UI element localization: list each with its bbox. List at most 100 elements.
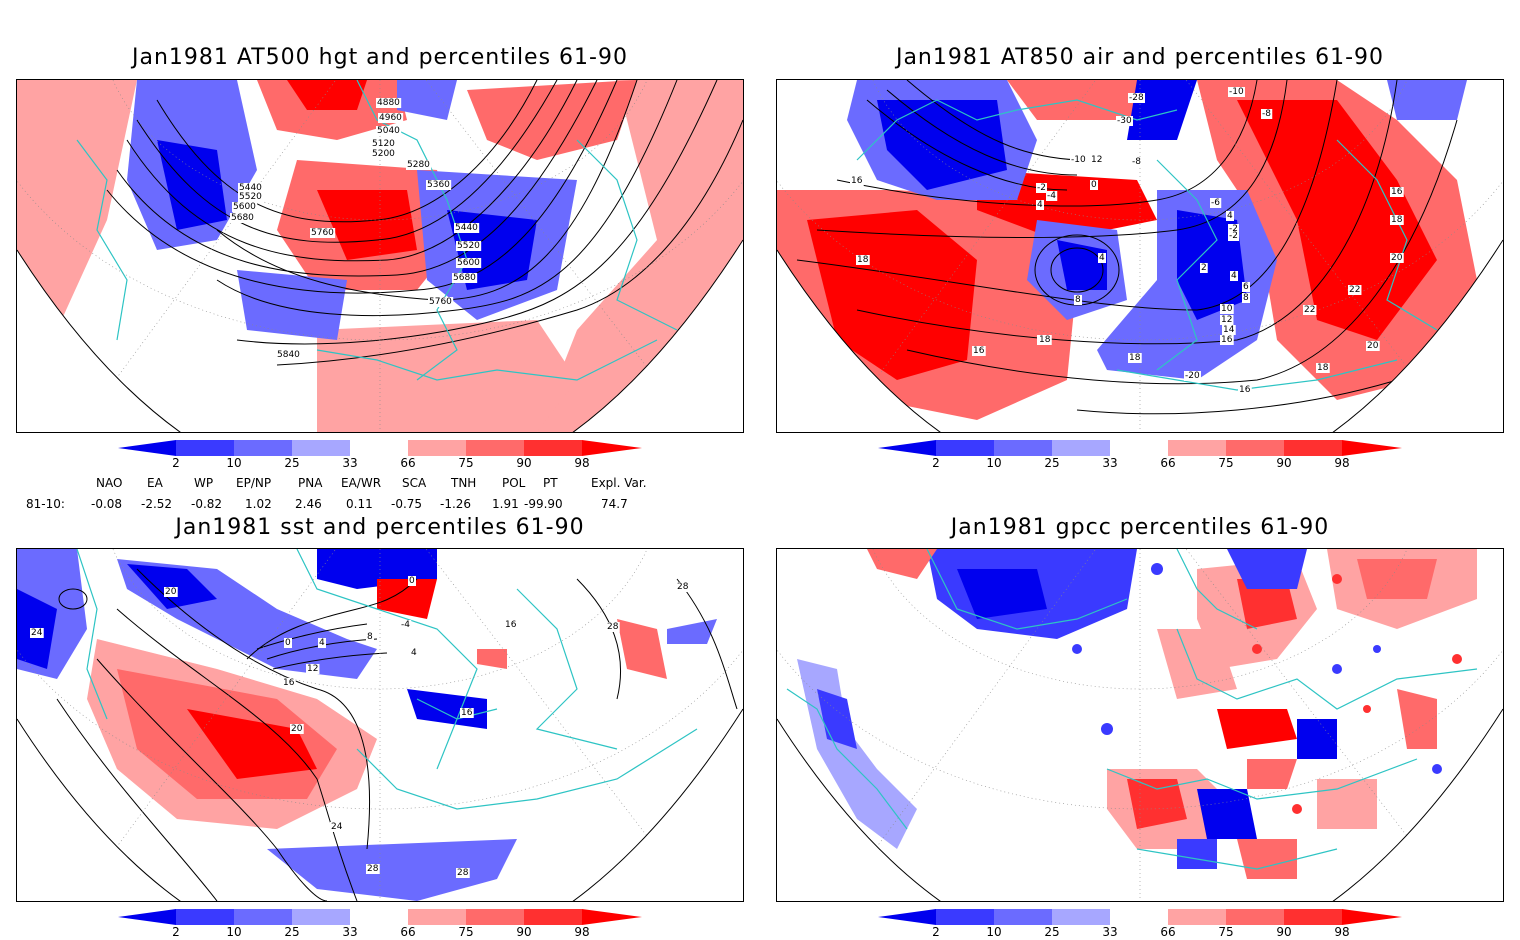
colorbar-label: 25: [284, 456, 300, 470]
contour-label: 14: [1223, 325, 1235, 335]
contour-label: 12: [1221, 315, 1232, 325]
contour-label: -10: [1229, 87, 1244, 97]
colorbar-top-left: 2 10 25 33 66 75 90 98: [118, 440, 642, 476]
contour-label: 28: [607, 622, 619, 632]
contour-label: 16: [1239, 385, 1251, 395]
contour-label: 28: [367, 864, 379, 874]
contour-label: 16: [851, 176, 863, 186]
contour-label: 4: [411, 648, 417, 658]
contour-label: 12: [307, 664, 318, 674]
map-panel-air850: -28 -30 -10 -8 -10 12 -8 0 -2 4 -6 -2 4 …: [776, 79, 1504, 433]
index-value-pt: -99.90: [524, 497, 563, 511]
contour-label: 28: [677, 582, 689, 592]
index-value-ea: -2.52: [141, 497, 173, 511]
colorbar-label: 66: [1160, 925, 1176, 939]
index-value-nao: -0.08: [91, 497, 123, 511]
contour-label: 4960: [379, 113, 402, 123]
contour-label: 5280: [407, 160, 430, 170]
contour-label: 24: [31, 628, 43, 638]
contour-label: 8: [367, 632, 373, 642]
colorbar-label: 2: [172, 456, 180, 470]
colorbar-label: 75: [1218, 925, 1234, 939]
contour-label: -8: [1262, 109, 1271, 119]
contour-label: 16: [1221, 335, 1233, 345]
colorbar-label: 90: [516, 925, 532, 939]
colorbar-swatches: [878, 909, 1402, 925]
contour-label: 5600: [457, 258, 480, 268]
colorbar-label: 25: [1044, 925, 1060, 939]
colorbar-swatches: [118, 440, 642, 456]
contour-labels-air850: -28 -30 -10 -8 -10 12 -8 0 -2 4 -6 -2 4 …: [850, 87, 1404, 395]
contour-label: 0: [1091, 180, 1097, 190]
colorbar-bottom-left: 2 10 25 33 66 75 90 98: [118, 909, 642, 940]
contour-label: 5200: [372, 149, 395, 159]
contour-labels-hgt500: 4880 4960 5040 5120 5200 5280 5360 5440 …: [230, 98, 482, 360]
contour-label: 5680: [231, 213, 254, 223]
contour-label: 4880: [377, 98, 400, 108]
contour-label: 5360: [427, 180, 450, 190]
colorbar-label: 2: [932, 925, 940, 939]
colorbar-label: 66: [400, 925, 416, 939]
colorbar-label: 10: [986, 925, 1002, 939]
contour-label: 18: [1391, 215, 1403, 225]
colorbar-label: 33: [342, 925, 358, 939]
contour-label: 5680: [453, 273, 476, 283]
colorbar-label: 90: [1276, 925, 1292, 939]
contour-label: 5760: [429, 297, 452, 307]
contour-label: -4: [1047, 191, 1056, 201]
colorbar-label: 75: [458, 456, 474, 470]
colorbar-label: 98: [574, 456, 590, 470]
contour-label: 16: [461, 708, 473, 718]
colorbar-label: 75: [458, 925, 474, 939]
colorbar-label: 25: [284, 925, 300, 939]
index-header-nao: NAO: [96, 476, 123, 490]
index-header-pna: PNA: [298, 476, 323, 490]
contour-label: 4: [1231, 271, 1237, 281]
colorbar-label: 90: [1276, 456, 1292, 470]
contour-label: 16: [1391, 187, 1403, 197]
contour-label: 5120: [372, 139, 395, 149]
contour-label: -2: [1037, 183, 1046, 193]
colorbar-label: 2: [932, 456, 940, 470]
contour-label: 5840: [277, 350, 300, 360]
contour-label: 20: [1391, 253, 1403, 263]
contour-label: 4: [319, 638, 325, 648]
contour-label: 4: [1227, 211, 1233, 221]
contour-label: 18: [857, 255, 869, 265]
contour-label: 28: [457, 868, 469, 878]
panel-title-hgt500: Jan1981 AT500 hgt and percentiles 61-90: [132, 45, 628, 70]
colorbar-label: 98: [1334, 456, 1350, 470]
colorbar-label: 33: [1102, 456, 1118, 470]
index-value-tnh: -1.26: [440, 497, 472, 511]
contour-label: 5760: [311, 228, 334, 238]
colorbar-label: 10: [226, 456, 242, 470]
index-value-wp: -0.82: [191, 497, 223, 511]
contour-label: -2: [1229, 224, 1238, 234]
contour-label: 16: [973, 346, 985, 356]
contour-label: 2: [1201, 263, 1207, 273]
contour-label: -6: [1211, 198, 1220, 208]
contour-label: 20: [165, 587, 177, 597]
index-header-epnp: EP/NP: [236, 476, 272, 490]
contour-label: 5040: [377, 126, 400, 136]
panel-title-air850: Jan1981 AT850 air and percentiles 61-90: [895, 45, 1385, 70]
contour-label: 8: [1243, 293, 1249, 303]
colorbar-label: 2: [172, 925, 180, 939]
colorbar-label: 10: [986, 456, 1002, 470]
map-panel-sst: 20 24 28 0 4 8 12 16 20 24 28 28 -4 4 16…: [16, 548, 744, 902]
index-header-wp: WP: [194, 476, 214, 490]
index-value-eawr: 0.11: [346, 497, 373, 511]
contour-label: -2: [1229, 231, 1238, 241]
colorbar-label: 75: [1218, 456, 1234, 470]
colorbar-label: 66: [400, 456, 416, 470]
contour-label: 20: [291, 724, 303, 734]
colorbar-label: 33: [342, 456, 358, 470]
index-value-epnp: 1.02: [245, 497, 272, 511]
colorbar-swatches: [878, 440, 1402, 456]
panel-title-gpcc: Jan1981 gpcc percentiles 61-90: [950, 515, 1330, 540]
colorbar-label: 90: [516, 456, 532, 470]
contour-label: 10: [1221, 304, 1233, 314]
index-header-tnh: TNH: [451, 476, 477, 490]
index-header-eawr: EA/WR: [341, 476, 382, 490]
contour-label: 5440: [455, 223, 478, 233]
